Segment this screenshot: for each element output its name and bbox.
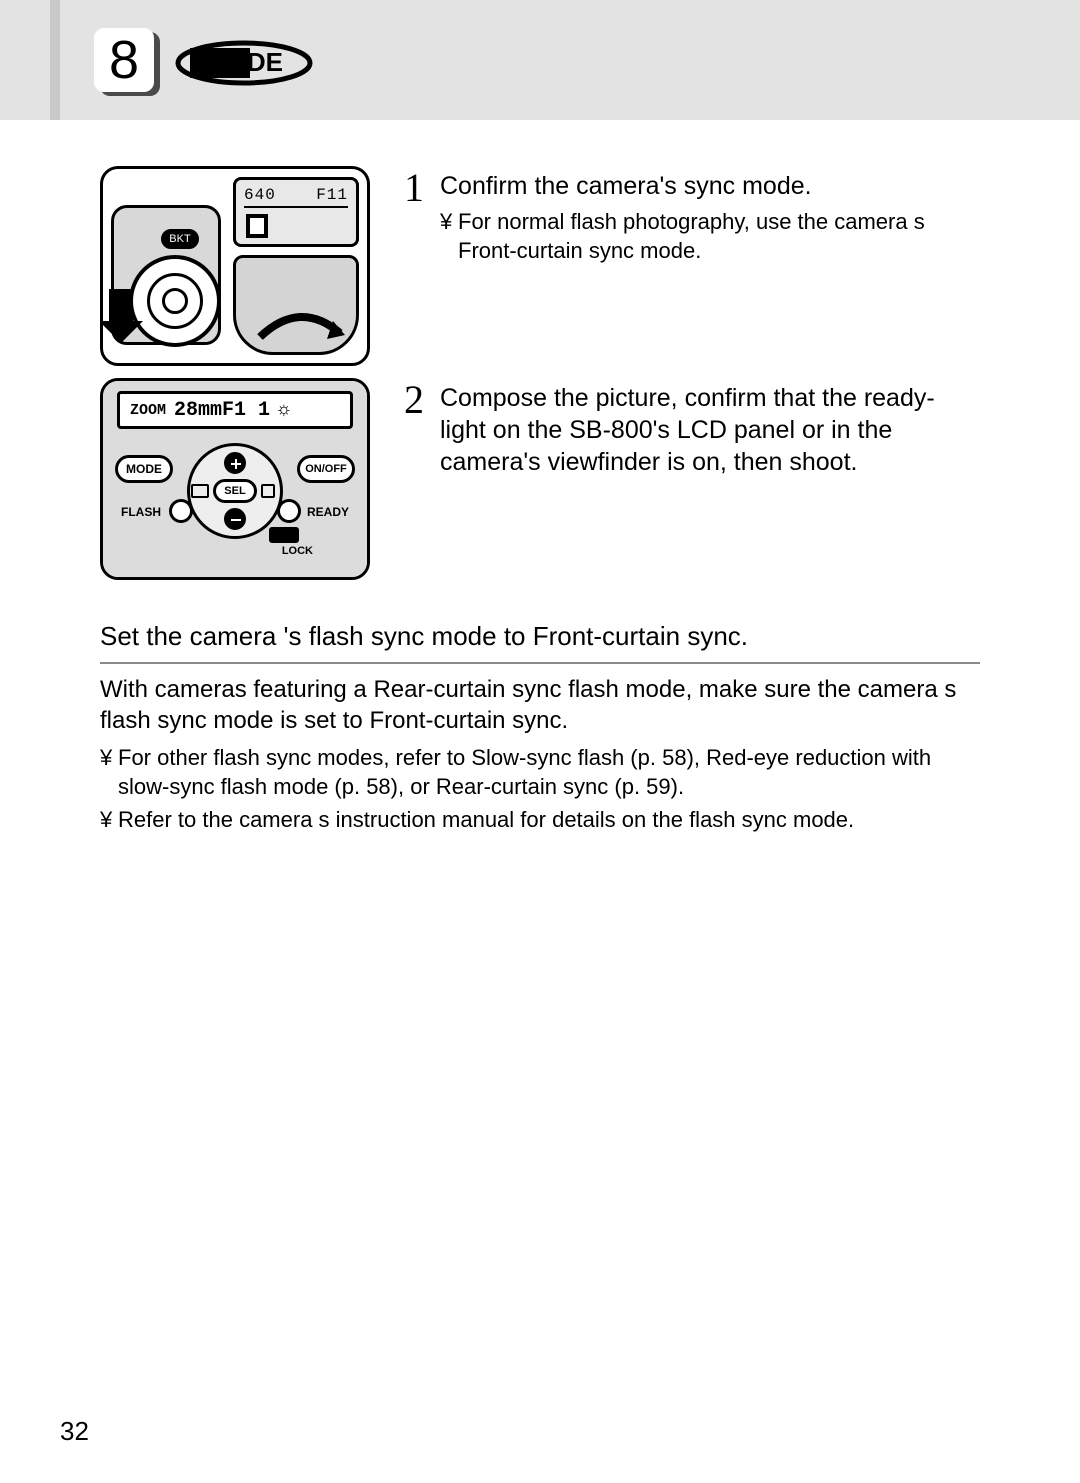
step-1-number: 1 [404,168,428,265]
notes-section: Set the camera 's flash sync mode to Fro… [100,620,980,834]
notes-rule [100,662,980,664]
step-2-lead: Compose the picture, confirm that the re… [440,382,980,478]
step-2-number: 2 [404,380,428,478]
header-left-accent [50,0,60,120]
mode-label-text: MODE [205,47,283,77]
step-number-box: 8 [94,28,154,92]
header-band [0,0,1080,120]
camera-top-lcd: 640 F11 [233,177,359,247]
sb800-lcd: ZOOM 28mmF1 1 ☼ [117,391,353,429]
sun-icon: ☼ [278,399,290,422]
ready-led-icon [277,499,301,523]
step-2: 2 Compose the picture, confirm that the … [404,380,980,478]
minus-icon [224,508,246,530]
plus-icon [224,452,246,474]
illustration-sync-mode: BKT 640 F11 [100,166,370,366]
lcd-shots: 640 [244,186,276,206]
notes-bullet-2: Refer to the camera s instruction manual… [100,805,980,834]
flash-label: FLASH [121,505,161,519]
sel-left-icon [191,484,209,498]
manual-page: 8 MODE BKT 640 F11 [0,0,1080,1483]
mode-oval: MODE [174,40,314,86]
lock-label: LOCK [282,545,313,557]
multi-selector-icon: SEL [187,443,283,539]
lcd-zoom-value: 28mmF1 1 [174,399,270,422]
lock-switch-icon [269,527,299,543]
notes-heading: Set the camera 's flash sync mode to Fro… [100,620,980,654]
notes-bullet-1: For other flash sync modes, refer to Slo… [100,743,980,801]
curved-arrow-icon [255,307,345,347]
dial-bkt-label: BKT [161,229,199,249]
sb800-panel: ZOOM 28mmF1 1 ☼ MODE ON/OFF SEL FLASH RE… [103,381,367,577]
lcd-zoom-label: ZOOM [130,402,166,419]
page-number: 32 [60,1416,89,1447]
lcd-aperture: F11 [316,186,348,206]
rotate-arrow-icon [109,289,133,323]
step-1: 1 Confirm the camera's sync mode. For no… [404,168,980,265]
onoff-button-icon: ON/OFF [297,455,355,483]
mode-button-icon: MODE [115,455,173,483]
step-number: 8 [109,29,139,91]
illustration-sb800-panel: ZOOM 28mmF1 1 ☼ MODE ON/OFF SEL FLASH RE… [100,378,370,580]
step-1-bullet-1: For normal flash photography, use the ca… [440,208,980,265]
sel-right-icon [261,484,275,498]
sel-button-label: SEL [213,479,257,503]
ready-label: READY [307,505,349,519]
lcd-sync-icon [246,214,268,238]
notes-body: With cameras featuring a Rear-curtain sy… [100,674,980,737]
step-1-lead: Confirm the camera's sync mode. [440,170,980,202]
flash-led-icon [169,499,193,523]
